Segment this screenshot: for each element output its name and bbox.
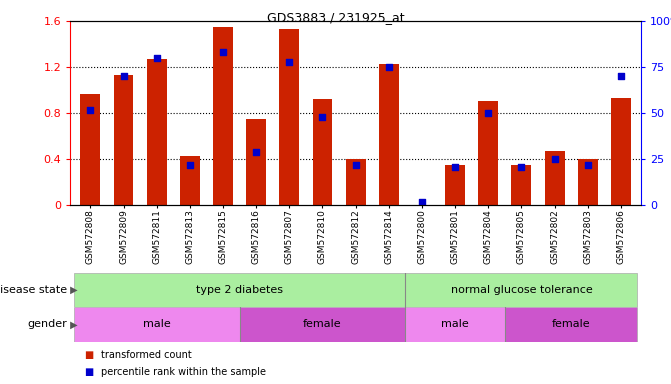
Point [151, 55, 162, 61]
Bar [240, 307, 405, 342]
Bar [74, 307, 240, 342]
Bar [545, 151, 564, 205]
Text: normal glucose tolerance: normal glucose tolerance [450, 285, 592, 295]
Text: type 2 diabetes: type 2 diabetes [196, 285, 283, 295]
Bar [279, 29, 299, 205]
Bar [313, 99, 332, 205]
Bar [405, 307, 505, 342]
Point [118, 73, 129, 79]
Point [516, 164, 527, 170]
Bar [445, 165, 465, 205]
Point [185, 162, 195, 168]
Bar [511, 165, 531, 205]
Bar [478, 101, 498, 205]
Bar [379, 64, 399, 205]
Point [483, 110, 494, 116]
Bar [346, 159, 366, 205]
Point [350, 162, 361, 168]
Point [383, 64, 394, 70]
Point [317, 114, 328, 120]
Text: ▶: ▶ [67, 285, 78, 295]
Text: ■: ■ [84, 350, 93, 360]
Point [417, 199, 427, 205]
Bar [147, 59, 166, 205]
Point [582, 162, 593, 168]
Text: percentile rank within the sample: percentile rank within the sample [101, 367, 266, 377]
Point [550, 156, 560, 162]
Bar [213, 27, 233, 205]
Text: gender: gender [28, 319, 67, 329]
Text: female: female [303, 319, 342, 329]
Bar [405, 273, 637, 307]
Bar [180, 156, 200, 205]
Bar [611, 98, 631, 205]
Bar [113, 75, 134, 205]
Text: female: female [552, 319, 590, 329]
Text: male: male [143, 319, 170, 329]
Text: disease state: disease state [0, 285, 67, 295]
Text: ▶: ▶ [67, 319, 78, 329]
Bar [246, 119, 266, 205]
Text: transformed count: transformed count [101, 350, 191, 360]
Point [85, 106, 96, 113]
Text: male: male [442, 319, 469, 329]
Text: GDS3883 / 231925_at: GDS3883 / 231925_at [266, 12, 405, 25]
Point [217, 50, 228, 56]
Text: ■: ■ [84, 367, 93, 377]
Point [251, 149, 262, 155]
Point [284, 59, 295, 65]
Bar [505, 307, 637, 342]
Point [615, 73, 626, 79]
Bar [578, 159, 598, 205]
Point [450, 164, 460, 170]
Bar [81, 94, 100, 205]
Bar [74, 273, 405, 307]
